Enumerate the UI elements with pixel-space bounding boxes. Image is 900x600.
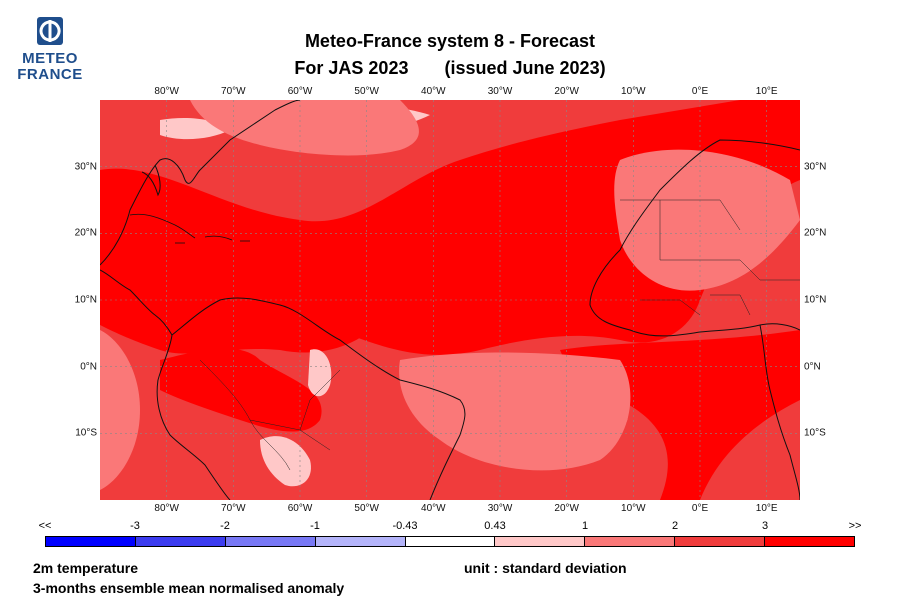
lon-label-bottom: 50°W [354,503,379,514]
lat-label-right: 10°S [804,427,826,439]
lon-label-top: 50°W [354,86,379,97]
lat-label-right: 10°N [804,294,827,306]
lon-label-bottom: 10°W [621,503,646,514]
coastlines [99,99,801,501]
lon-label-bottom: 0°E [691,503,709,514]
colorbar-segment [765,537,855,546]
colorbar-segment [225,537,316,546]
lat-label-left: 10°S [75,427,97,439]
lon-label-bottom: 60°W [287,503,313,514]
colorbar-tick-label: -3 [130,520,140,532]
coastline-central-africa [759,324,801,501]
page-subtitle: For JAS 2023 (issued June 2023) [200,58,700,79]
colorbar-segment [405,537,496,546]
anomaly-region-strong-caribbean [100,180,400,354]
lat-label-left: 10°N [74,294,97,306]
map-graticule [100,100,800,500]
colorbar-tick-label: 2 [671,520,679,532]
colorbar-tick-label: 3 [761,520,769,532]
country-borders [199,199,800,471]
lat-label-left: 20°N [74,227,97,239]
lon-label-top: 10°W [621,86,646,97]
colorbar-tick-label: -1 [310,520,320,532]
colorbar-segment [495,537,586,546]
coastline-central-america [99,269,173,336]
lon-label-top: 40°W [421,86,446,97]
meteo-france-logo: METEO FRANCE [14,16,86,86]
variable-description: 3-months ensemble mean normalised anomal… [33,580,345,596]
logo-text-meteo: METEO [22,50,78,67]
island-cuba [129,213,196,239]
anomaly-region-light-pacific [100,330,140,490]
page-title: Meteo-France system 8 - Forecast [304,31,596,51]
anomaly-region-light-west-africa [614,149,800,291]
colorbar [45,536,855,547]
colorbar-tick-label: >> [848,520,862,532]
lon-label-top: 0°E [691,86,709,97]
colorbar-tick-label: -2 [220,520,230,532]
issue-date: (issued June 2023) [444,58,606,78]
lat-label-left: 30°N [74,161,97,173]
anomaly-region-pale-andes [260,436,311,487]
coastline-florida [141,164,161,197]
lon-label-bottom: 30°W [487,503,513,514]
coastline-south-america [171,297,466,501]
caribbean-islands [129,213,250,244]
lon-label-top: 80°W [154,86,179,97]
anomaly-region-light-north-atlantic [190,100,419,156]
lat-label-left: 0°N [80,361,97,373]
lon-label-bottom: 70°W [221,503,246,514]
meteo-france-logo-mark-icon [37,17,63,45]
colorbar-tick-label: 0.43 [484,520,506,532]
colorbar-tick-label: -0.43 [392,520,418,532]
lon-label-top: 30°W [487,86,513,97]
colorbar-segment [585,537,676,546]
lon-label-bottom: 20°W [554,503,579,514]
lat-label-right: 30°N [804,161,827,173]
coastline-west-africa [589,139,801,337]
island-hispaniola [204,235,233,241]
anomaly-region-strong-amazon [160,348,322,432]
logo-text-france: FRANCE [17,66,83,83]
coastline-west-south-america [156,334,231,501]
anomaly-map [99,99,801,501]
colorbar-tick-label: << [38,520,52,532]
lat-label-right: 20°N [804,227,827,239]
variable-name: 2m temperature [33,560,139,576]
forecast-period: For JAS 2023 [294,58,409,78]
lon-label-top: 10°E [755,86,778,97]
lon-label-bottom: 10°E [755,503,778,514]
lon-label-bottom: 80°W [154,503,179,514]
colorbar-tick-label: 1 [581,520,589,532]
coastline-north-america [99,99,301,266]
lon-label-top: 70°W [221,86,246,97]
colorbar-segment [135,537,226,546]
lon-label-top: 20°W [554,86,579,97]
lon-label-bottom: 40°W [421,503,446,514]
anomaly-map-svg [99,99,801,501]
lon-label-top: 60°W [287,86,313,97]
colorbar-segment [315,537,406,546]
unit-label: unit : standard deviation [464,560,627,576]
colorbar-segment [675,537,766,546]
colorbar-segment [46,537,136,546]
lat-label-right: 0°N [804,361,821,373]
